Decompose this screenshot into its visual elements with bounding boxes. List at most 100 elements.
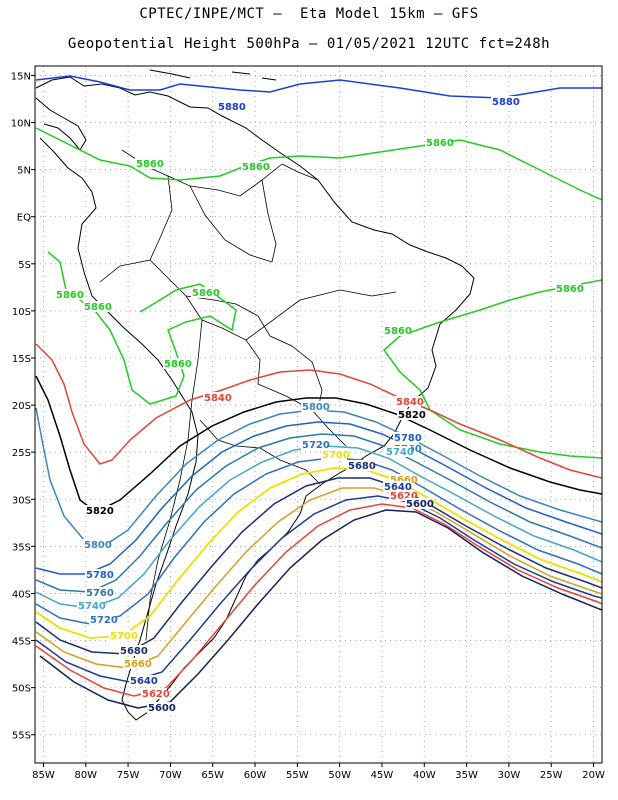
contour-label-bg — [491, 96, 517, 107]
lon-tick-label: 60W — [244, 770, 267, 781]
contour-label-bg — [385, 446, 411, 457]
chart-subtitle: Geopotential Height 500hPa – 01/05/2021 … — [67, 36, 551, 52]
contour-label-5820: 5820 — [398, 410, 426, 421]
lat-tick-label: 15N — [11, 71, 31, 82]
chart-title: CPTEC/INPE/MCT – Eta Model 15km – GFS — [139, 6, 479, 22]
contour-label-5700: 5700 — [322, 450, 350, 461]
coastline-central-america — [35, 97, 87, 151]
contour-label-5640: 5640 — [130, 676, 158, 687]
contour-label-bg — [119, 645, 145, 656]
contour-label-5800: 5800 — [302, 402, 330, 413]
contour-5880 — [35, 75, 602, 99]
contour-label-5660: 5660 — [390, 475, 418, 486]
lat-tick-label: 10N — [11, 119, 31, 130]
contour-label-bg — [85, 505, 111, 516]
contour-label-bg — [217, 101, 243, 112]
lon-tick-label: 75W — [117, 770, 140, 781]
contour-label-bg — [241, 161, 267, 172]
contour-5860 — [35, 127, 602, 201]
contour-5740 — [35, 445, 602, 609]
lat-tick-label: 25S — [12, 448, 31, 459]
contour-label-bg — [425, 137, 451, 148]
contour-label-5720: 5720 — [90, 615, 118, 626]
lat-tick-label: 15S — [12, 354, 31, 365]
contour-label-bg — [393, 432, 419, 443]
coastline-caribbean — [149, 69, 277, 81]
contour-label-5820: 5820 — [86, 506, 114, 517]
contour-label-5860: 5860 — [84, 302, 112, 313]
contour-label-5860: 5860 — [384, 326, 412, 337]
contour-label-5860: 5860 — [426, 138, 454, 149]
contour-label-bg — [397, 409, 423, 420]
lon-tick-label: 80W — [74, 770, 97, 781]
contour-label-5680: 5680 — [348, 461, 376, 472]
contour-label-5860: 5860 — [164, 359, 192, 370]
lon-tick-label: 65W — [201, 770, 224, 781]
contour-label-5840: 5840 — [204, 393, 232, 404]
contour-label-bg — [395, 396, 421, 407]
contour-label-5880: 5880 — [492, 97, 520, 108]
contour-label-bg — [389, 490, 415, 501]
contour-label-bg — [301, 401, 327, 412]
contour-5840 — [35, 343, 602, 479]
contour-label-bg — [141, 688, 167, 699]
contour-lines — [35, 75, 602, 709]
axis-ticks: 15N 10N 5N EQ 5S 10S 15S 20S 25S 30S 35S 40S 45S 50S 5… — [11, 71, 605, 781]
contour-label-bg — [191, 287, 217, 298]
map-background — [35, 66, 602, 763]
lon-tick-label: 25W — [540, 770, 563, 781]
lon-tick-label: 35W — [455, 770, 478, 781]
contour-label-bg — [405, 498, 431, 509]
contour-5760 — [35, 433, 602, 593]
lat-tick-label: 30S — [12, 495, 31, 506]
contour-5620 — [35, 503, 602, 697]
contour-label-bg — [123, 658, 149, 669]
contour-label-bg — [383, 325, 409, 336]
contour-label-5640: 5640 — [384, 482, 412, 493]
lon-tick-label: 20W — [582, 770, 605, 781]
lat-tick-label: 50S — [12, 684, 31, 695]
contour-label-5660: 5660 — [124, 659, 152, 670]
contour-5820 — [35, 375, 602, 513]
lon-tick-label: 45W — [371, 770, 394, 781]
contour-label-5860: 5860 — [192, 288, 220, 299]
contour-label-5780: 5780 — [86, 570, 114, 581]
contour-label-bg — [383, 481, 409, 492]
lat-tick-label: 40S — [12, 589, 31, 600]
lon-tick-label: 30W — [498, 770, 521, 781]
contour-label-bg — [83, 301, 109, 312]
lat-tick-label: 55S — [12, 731, 31, 742]
contour-label-bg — [129, 675, 155, 686]
contour-5800 — [35, 407, 602, 547]
contour-label-bg — [83, 539, 109, 550]
contour-label-5780: 5780 — [394, 433, 422, 444]
lon-tick-label: 40W — [413, 770, 436, 781]
contour-label-bg — [389, 474, 415, 485]
contour-label-5740: 5740 — [386, 447, 414, 458]
contour-label-5880: 5880 — [218, 102, 246, 113]
contour-label-5860: 5860 — [136, 159, 164, 170]
contour-label-5700: 5700 — [110, 631, 138, 642]
contour-5860-east — [382, 279, 602, 459]
land-boundaries — [35, 69, 475, 721]
map-frame — [34, 65, 603, 764]
contour-label-bg — [301, 439, 327, 450]
lat-tick-label: EQ — [17, 213, 31, 224]
lon-tick-label: 55W — [286, 770, 309, 781]
contour-label-5600: 5600 — [406, 499, 434, 510]
contour-label-5760: 5760 — [86, 588, 114, 599]
contour-label-5600: 5600 — [148, 703, 176, 714]
contour-label-5800: 5800 — [84, 540, 112, 551]
contour-label-bg — [147, 702, 173, 713]
contour-label-bg — [321, 449, 347, 460]
coastline-south-america — [35, 76, 475, 721]
contour-label-bg — [347, 460, 373, 471]
contour-label-5860: 5860 — [556, 284, 584, 295]
lat-tick-label: 10S — [12, 307, 31, 318]
contour-5600 — [39, 509, 602, 709]
contour-label-5620: 5620 — [142, 689, 170, 700]
contour-label-5840: 5840 — [396, 397, 424, 408]
contour-5720 — [35, 457, 602, 625]
